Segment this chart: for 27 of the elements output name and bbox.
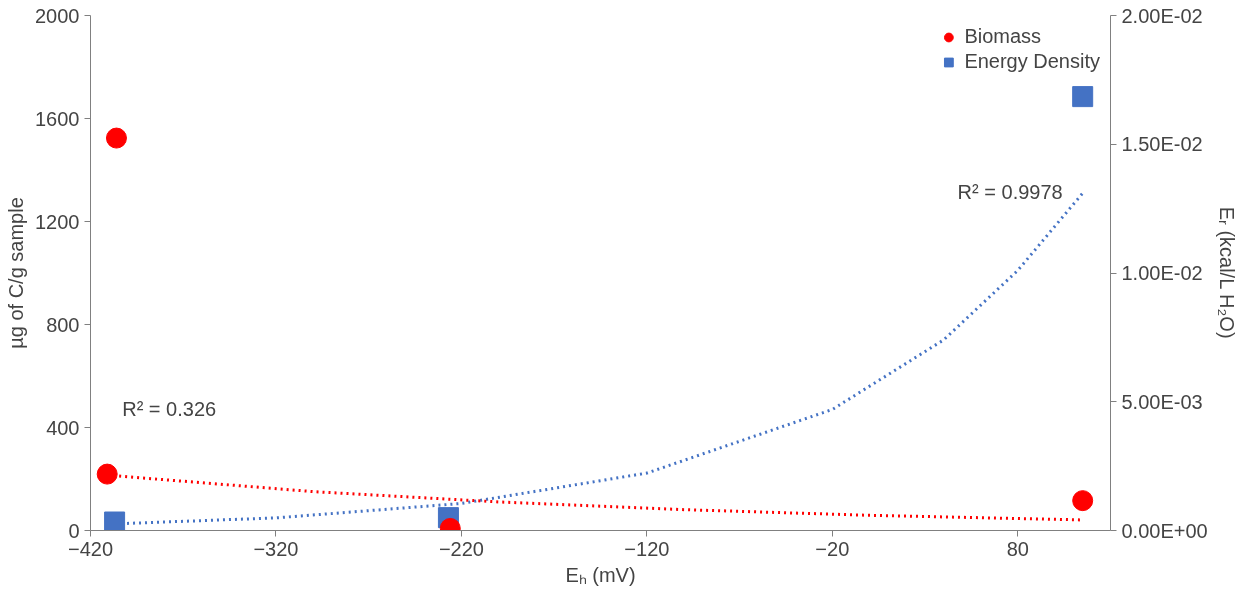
- x-tick-label: −20: [815, 537, 850, 560]
- x-tick-label: −120: [624, 537, 670, 560]
- y2-tick-label: 2.00E-02: [1121, 4, 1203, 27]
- legend-label: Energy Density: [964, 50, 1100, 73]
- point: [96, 463, 118, 485]
- annotation: R² = 0.9978: [957, 181, 1063, 204]
- y-tick-label: 800: [46, 313, 80, 336]
- legend-label: Biomass: [964, 25, 1042, 48]
- point: [104, 511, 126, 531]
- x-axis-title: Eₕ (mV): [565, 563, 636, 586]
- y-tick-label: 2000: [35, 4, 80, 27]
- y-tick-label: 1200: [35, 210, 80, 233]
- y-tick-label: 1600: [35, 107, 80, 130]
- y2-tick-label: 0.00E+00: [1121, 519, 1208, 542]
- point: [1072, 490, 1094, 512]
- y2-tick-label: 1.50E-02: [1121, 133, 1203, 156]
- point: [105, 127, 127, 149]
- y2-axis-title: Eᵣ (kcal/L H₂O): [1215, 206, 1238, 339]
- annotation: R² = 0.326: [122, 398, 217, 421]
- x-tick-label: −220: [438, 537, 484, 560]
- y2-tick-label: 1.00E-02: [1121, 262, 1203, 284]
- point: [1072, 86, 1094, 108]
- x-tick-label: −320: [253, 537, 299, 560]
- y2-tick-label: 5.00E-03: [1121, 390, 1203, 413]
- x-tick-label: 80: [1006, 537, 1029, 560]
- y-tick-label: 400: [46, 416, 80, 439]
- y-axis-title: µg of C/g sample: [5, 197, 28, 349]
